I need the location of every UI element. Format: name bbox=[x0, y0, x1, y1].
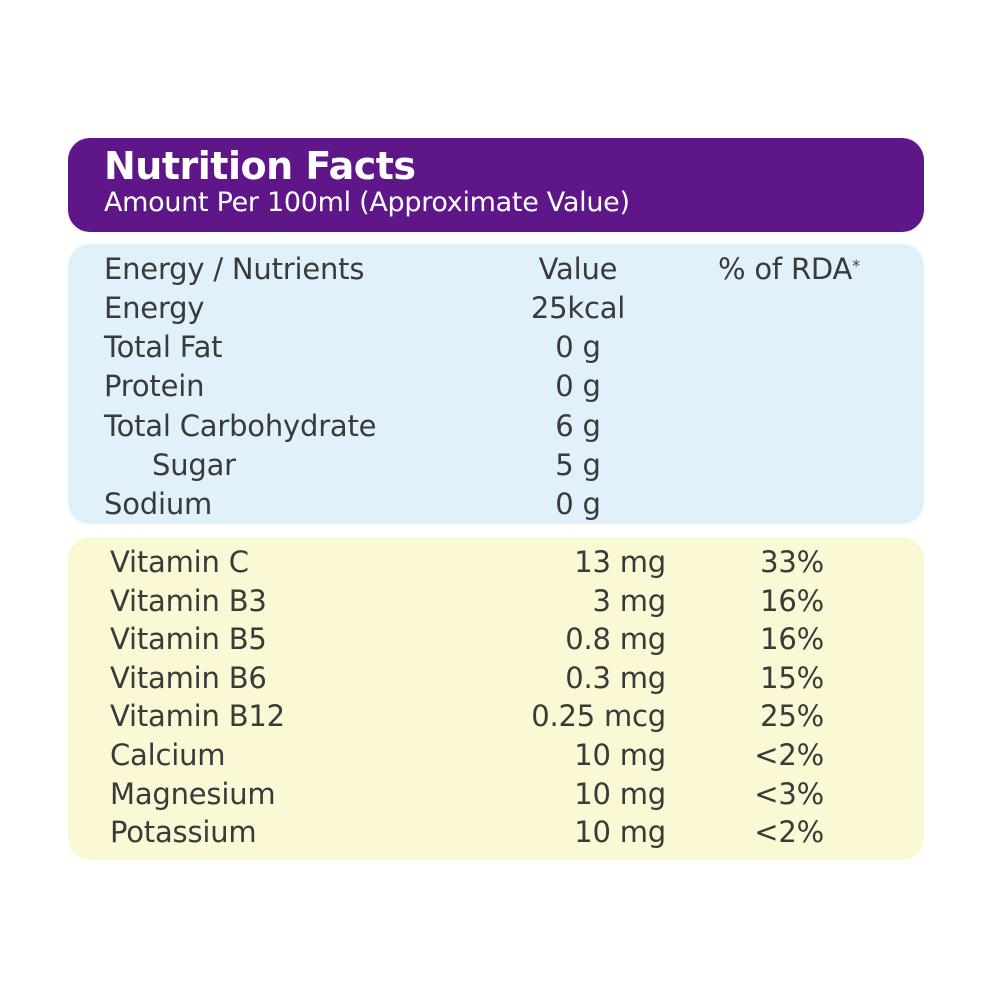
vitamin-row: Vitamin B6 0.3 mg 15% bbox=[68, 659, 924, 698]
vitamin-name: Calcium bbox=[110, 738, 226, 772]
nutrient-row: Sugar 5 g bbox=[68, 446, 924, 485]
vitamin-name: Potassium bbox=[110, 815, 257, 850]
vitamins-panel: Vitamin C 13 mg 33% Vitamin B3 3 mg 16% Vitami… bbox=[68, 537, 924, 860]
vitamin-name: Vitamin C bbox=[110, 545, 249, 579]
nutrient-row: Total Carbohydrate 6 g bbox=[68, 407, 924, 446]
nutrient-name: Energy bbox=[104, 291, 205, 325]
nutrient-row: Total Fat 0 g bbox=[68, 328, 924, 367]
vitamin-rda: <3% bbox=[754, 776, 824, 811]
nutrient-row: Protein 0 g bbox=[68, 367, 924, 406]
header-subtitle: Amount Per 100ml (Approximate Value) bbox=[104, 187, 630, 218]
column-header-nutrients: Energy / Nutrients bbox=[104, 252, 365, 286]
nutrient-row: Sodium 0 g bbox=[68, 485, 924, 524]
vitamin-rda: 25% bbox=[760, 699, 824, 734]
vitamin-row: Vitamin C 13 mg 33% bbox=[68, 543, 924, 582]
vitamin-row: Vitamin B5 0.8 mg 16% bbox=[68, 620, 924, 659]
vitamin-value: 0.8 mg bbox=[565, 622, 666, 657]
nutrient-name: Total Fat bbox=[104, 330, 223, 365]
vitamin-name: Vitamin B6 bbox=[110, 660, 267, 695]
vitamin-value: 10 mg bbox=[574, 738, 666, 772]
nutrient-value: 5 g bbox=[555, 447, 601, 482]
column-header-rda: % of RDA* bbox=[718, 250, 860, 289]
column-header-rda-label: % of RDA bbox=[718, 252, 853, 286]
vitamin-name: Magnesium bbox=[110, 776, 276, 811]
vitamin-rda: 15% bbox=[760, 660, 824, 695]
rda-footnote-mark: * bbox=[852, 256, 860, 275]
vitamin-value: 13 mg bbox=[574, 545, 666, 579]
vitamin-row: Potassium 10 mg <2% bbox=[68, 813, 924, 852]
vitamin-row: Vitamin B3 3 mg 16% bbox=[68, 582, 924, 621]
nutrient-value: 0 g bbox=[555, 487, 601, 521]
vitamin-rda: 16% bbox=[760, 583, 824, 618]
column-header-value: Value bbox=[538, 252, 618, 286]
nutrition-facts-header: Nutrition Facts Amount Per 100ml (Approx… bbox=[68, 138, 924, 232]
nutrients-header-row: Energy / Nutrients Value % of RDA* bbox=[68, 250, 924, 289]
vitamin-value: 10 mg bbox=[574, 776, 666, 811]
vitamin-name: Vitamin B12 bbox=[110, 699, 285, 734]
nutrient-value: 0 g bbox=[555, 330, 601, 365]
vitamin-rda: 33% bbox=[760, 545, 824, 579]
vitamin-row: Vitamin B12 0.25 mcg 25% bbox=[68, 697, 924, 736]
vitamin-value: 0.3 mg bbox=[565, 660, 666, 695]
nutrient-name: Sodium bbox=[104, 487, 213, 521]
nutrient-name: Sugar bbox=[152, 447, 236, 482]
vitamin-value: 10 mg bbox=[574, 815, 666, 850]
vitamin-value: 0.25 mcg bbox=[531, 699, 666, 734]
vitamin-value: 3 mg bbox=[592, 583, 666, 618]
nutrient-value: 25kcal bbox=[530, 291, 626, 325]
nutrient-row: Energy 25kcal bbox=[68, 289, 924, 328]
nutrients-panel: Energy / Nutrients Value % of RDA* Energ… bbox=[68, 244, 924, 524]
vitamin-rda: <2% bbox=[754, 738, 824, 772]
vitamin-row: Magnesium 10 mg <3% bbox=[68, 775, 924, 814]
nutrient-value: 6 g bbox=[555, 408, 601, 443]
vitamin-row: Calcium 10 mg <2% bbox=[68, 736, 924, 775]
vitamin-rda: 16% bbox=[760, 622, 824, 657]
vitamin-name: Vitamin B5 bbox=[110, 622, 267, 657]
nutrient-value: 0 g bbox=[555, 369, 601, 404]
vitamin-name: Vitamin B3 bbox=[110, 583, 267, 618]
nutrient-name: Total Carbohydrate bbox=[104, 408, 377, 443]
vitamin-rda: <2% bbox=[754, 815, 824, 850]
nutrient-name: Protein bbox=[104, 369, 205, 404]
header-title: Nutrition Facts bbox=[104, 144, 416, 188]
